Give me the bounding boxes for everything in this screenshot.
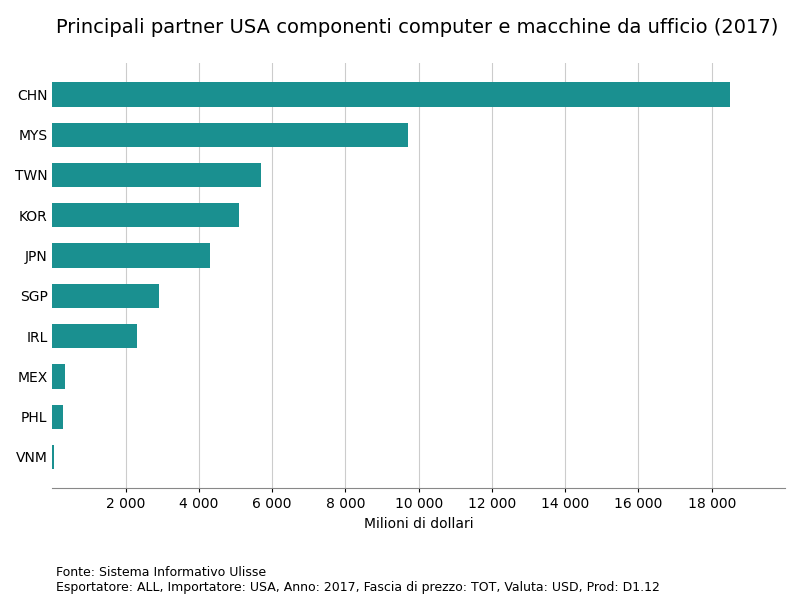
Bar [53,284,158,308]
Bar [53,122,408,147]
Bar [53,364,66,389]
Bar [53,82,730,107]
Text: Esportatore: ALL, Importatore: USA, Anno: 2017, Fascia di prezzo: TOT, Valuta: U: Esportatore: ALL, Importatore: USA, Anno… [56,581,660,594]
Bar [53,244,210,268]
Bar [53,324,137,348]
Bar [53,404,63,429]
Text: Principali partner USA componenti computer e macchine da ufficio (2017): Principali partner USA componenti comput… [56,18,778,37]
Bar [53,203,239,227]
Bar [53,445,54,469]
X-axis label: Milioni di dollari: Milioni di dollari [364,517,474,531]
Text: Fonte: Sistema Informativo Ulisse: Fonte: Sistema Informativo Ulisse [56,566,266,579]
Bar [53,163,262,187]
